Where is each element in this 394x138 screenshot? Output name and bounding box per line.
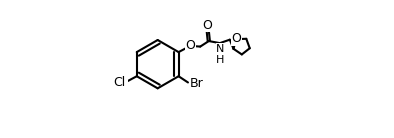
Text: N
H: N H bbox=[216, 44, 225, 65]
Text: O: O bbox=[203, 19, 212, 32]
Text: Cl: Cl bbox=[113, 76, 125, 89]
Text: O: O bbox=[186, 39, 195, 52]
Text: O: O bbox=[232, 32, 242, 45]
Text: Br: Br bbox=[190, 77, 204, 90]
